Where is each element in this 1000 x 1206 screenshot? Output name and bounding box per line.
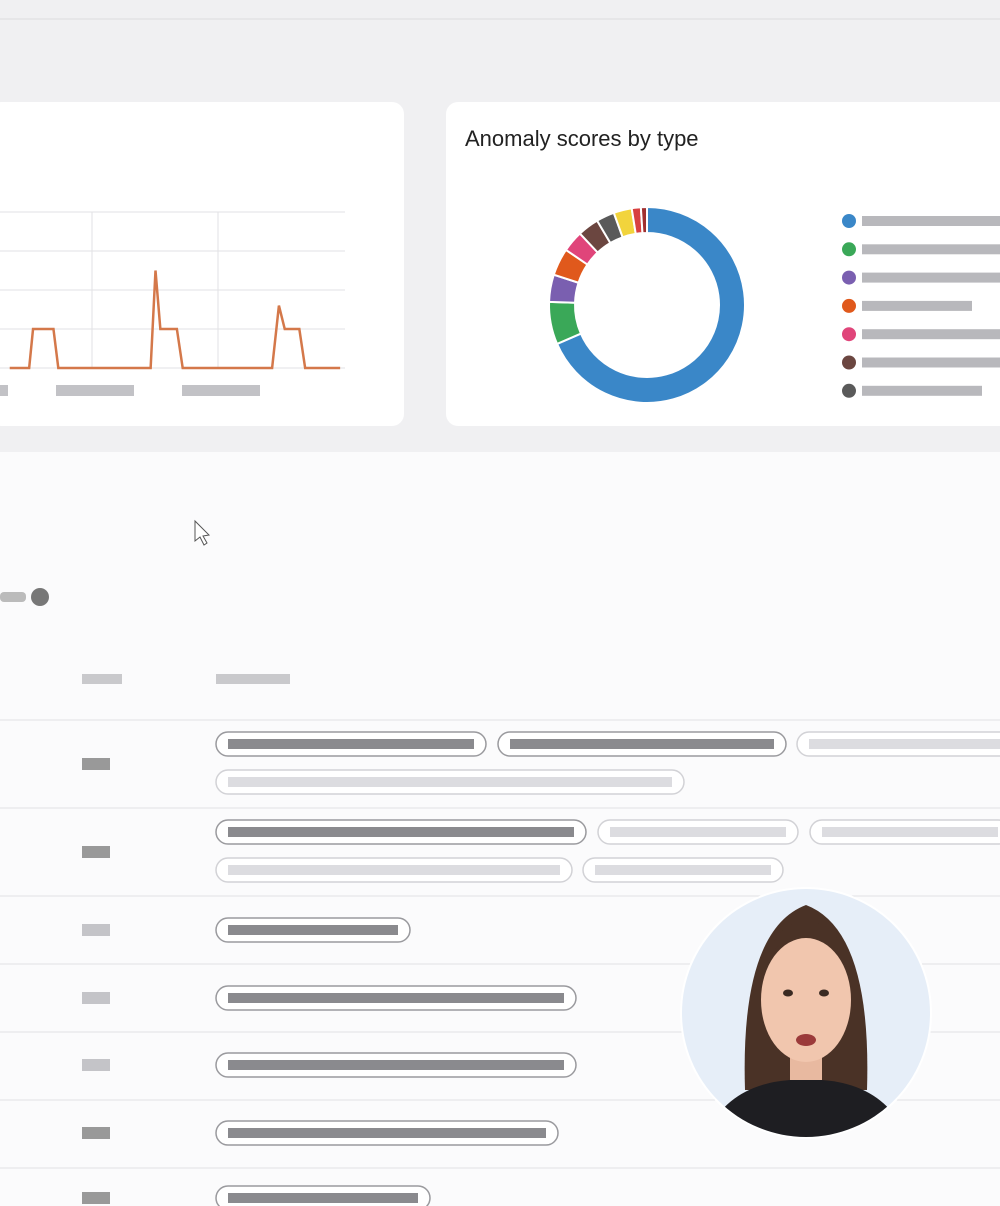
tag-text-blur	[809, 739, 1000, 749]
tag-text-blur	[510, 739, 774, 749]
legend-label-blur	[862, 216, 1000, 226]
tag-text-blur	[822, 827, 998, 837]
line-card	[0, 102, 404, 426]
eye	[819, 989, 829, 997]
tag-text-blur	[595, 865, 771, 875]
x-tick-label-blur	[0, 385, 8, 396]
table	[0, 719, 1000, 1206]
legend-swatch	[842, 270, 856, 285]
tag-text-blur	[228, 1128, 546, 1138]
x-tick-label-blur	[56, 385, 134, 396]
legend-label-blur	[862, 357, 1000, 368]
legend-swatch	[842, 242, 856, 257]
tag-text-blur	[610, 827, 786, 837]
cursor	[194, 519, 211, 546]
x-tick-label-blur	[182, 385, 260, 396]
toggle[interactable]	[0, 592, 26, 602]
hair-front	[761, 921, 851, 975]
cell-blur	[82, 846, 110, 858]
cell-blur	[82, 1192, 110, 1204]
legend-label-blur	[862, 244, 1000, 255]
toggle-knob[interactable]	[31, 588, 49, 606]
legend-label-blur	[862, 329, 1000, 340]
legend-swatch	[842, 298, 856, 313]
tag-text-blur	[228, 1060, 564, 1070]
legend-swatch	[842, 327, 856, 342]
face	[761, 938, 851, 1062]
legend-label-blur	[862, 300, 972, 311]
cell-blur	[82, 992, 110, 1004]
legend-swatch	[842, 214, 856, 228]
legend-label-blur	[862, 272, 1000, 283]
eye	[783, 989, 793, 997]
donut-slice	[639, 205, 648, 235]
cell-blur	[82, 924, 110, 936]
donut-slice	[555, 205, 746, 404]
cell-blur	[82, 758, 110, 770]
cell-blur	[82, 1127, 110, 1139]
legend-label-blur	[862, 385, 982, 396]
tag-text-blur	[228, 925, 398, 935]
column-header	[216, 674, 290, 684]
tag-text-blur	[228, 777, 672, 787]
legend-swatch	[842, 355, 856, 370]
avatar	[680, 887, 932, 1139]
tag-text-blur	[228, 827, 574, 837]
line-series	[9, 270, 341, 370]
chart-title: Anomaly scores by type	[465, 126, 699, 151]
cell-blur	[82, 1059, 110, 1071]
legend-swatch	[842, 383, 856, 398]
tag-text-blur	[228, 993, 564, 1003]
tag-text-blur	[228, 739, 474, 749]
tag-text-blur	[228, 865, 560, 875]
mouth	[796, 1034, 816, 1046]
tag-text-blur	[228, 1193, 418, 1203]
column-header	[82, 674, 122, 684]
